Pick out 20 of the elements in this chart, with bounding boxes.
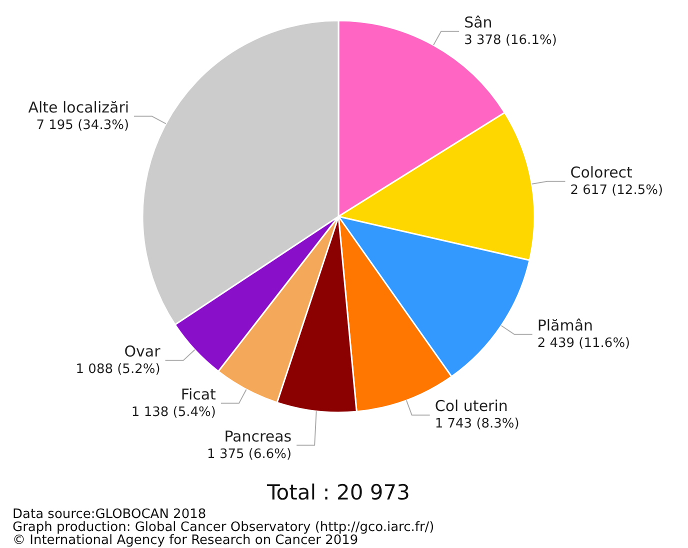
slice-label: Colorect: [570, 163, 633, 182]
data-label: 1 138 (5.4%): [131, 404, 216, 420]
data-label: 2 617 (12.5%): [570, 182, 664, 198]
slice-label: Ficat: [180, 385, 216, 404]
slice-label: Col uterin: [434, 397, 508, 416]
slice-label: Plămân: [537, 316, 594, 334]
data-label: 3 378 (16.1%): [464, 32, 557, 48]
source-note: Data source:GLOBOCAN 2018: [12, 507, 206, 522]
text: Graph production: Global Cancer Observatory (http://gco.iarc.fr/): [12, 520, 434, 535]
slice-label: Sân: [464, 13, 492, 32]
slice-label: Ovar: [124, 342, 162, 360]
data-label: 2 439 (11.6%): [537, 336, 630, 351]
text: Total : 20 973: [266, 480, 410, 504]
data-label: 1 375 (6.6%): [207, 446, 292, 462]
data-label: 1 088 (5.2%): [76, 362, 160, 377]
data-label: 1 743 (8.3%): [434, 416, 520, 432]
data-label: 7 195 (34.3%): [36, 118, 130, 133]
text: © International Agency for Research on Cancer 2019: [12, 533, 358, 548]
slice-label: Pancreas: [224, 427, 292, 446]
slice-label: Alte localizări: [28, 98, 130, 116]
